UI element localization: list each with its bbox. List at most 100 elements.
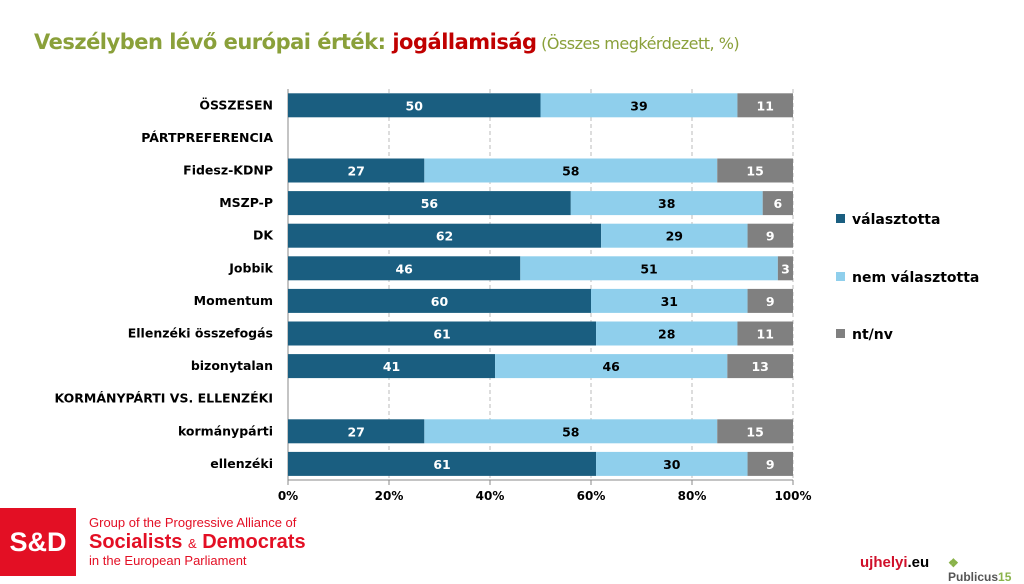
data-label: 9	[766, 229, 775, 244]
data-label: 28	[658, 327, 675, 342]
category-label: KORMÁNYPÁRTI VS. ELLENZÉKI	[55, 391, 273, 406]
group-line3: in the European Parliament	[89, 552, 247, 568]
bar-nem-valasztotta	[591, 288, 748, 313]
data-label: 61	[433, 457, 450, 472]
bar-nem-valasztotta	[601, 223, 748, 248]
bar-valasztotta	[288, 354, 496, 379]
legend-label: választotta	[852, 212, 940, 228]
data-label: 58	[562, 424, 579, 439]
bar-valasztotta	[288, 256, 521, 281]
data-label: 56	[421, 196, 439, 211]
data-label: 62	[436, 229, 453, 244]
x-tick-label: 0%	[278, 489, 298, 503]
data-label: 27	[347, 164, 364, 179]
title-subtitle: (Összes megkérdezett, %)	[536, 34, 740, 53]
data-label: 6	[773, 196, 782, 211]
bar-nt-nv	[717, 158, 793, 183]
bar-valasztotta	[288, 288, 591, 313]
data-label: 11	[757, 98, 774, 113]
bar-nem-valasztotta	[570, 191, 763, 216]
category-label: Fidesz-KDNP	[183, 163, 273, 178]
publicus-diamond-icon: ❖	[948, 556, 959, 570]
data-label: 15	[746, 164, 763, 179]
data-label: 15	[746, 424, 763, 439]
publicus-text: Publicus	[948, 570, 999, 584]
bar-valasztotta	[288, 93, 541, 118]
sd-group-name: Group of the Progressive Alliance of Soc…	[89, 515, 306, 569]
data-label: 39	[630, 98, 647, 113]
data-label: 41	[383, 359, 400, 374]
bar-nt-nv	[747, 288, 793, 313]
bar-valasztotta	[288, 158, 425, 183]
bar-nt-nv	[777, 256, 793, 281]
bar-valasztotta	[288, 451, 597, 476]
ujhelyi-logo: ujhelyi.eu	[860, 554, 929, 571]
bar-nem-valasztotta	[596, 451, 748, 476]
bar-valasztotta	[288, 419, 425, 444]
bar-nt-nv	[747, 223, 793, 248]
bar-nem-valasztotta	[495, 354, 728, 379]
x-tick-label: 20%	[375, 489, 404, 503]
bar-nem-valasztotta	[596, 321, 738, 346]
category-label: Jobbik	[228, 260, 273, 275]
title-main: Veszélyben lévő európai érték:	[34, 30, 393, 54]
bar-valasztotta	[288, 191, 571, 216]
ujhelyi-tld: .eu	[907, 554, 930, 571]
ujhelyi-text: ujhelyi	[860, 554, 908, 571]
category-label: DK	[253, 228, 274, 243]
title-topic: jogállamiság	[392, 30, 537, 54]
category-label: Momentum	[194, 293, 273, 308]
bar-nem-valasztotta	[540, 93, 738, 118]
data-label: 61	[433, 327, 450, 342]
bar-nem-valasztotta	[424, 419, 718, 444]
data-label: 46	[602, 359, 620, 374]
legend-label: nt/nv	[852, 327, 893, 343]
legend-swatch	[836, 214, 845, 223]
x-tick-label: 40%	[476, 489, 505, 503]
data-label: 3	[781, 261, 790, 276]
data-label: 30	[663, 457, 681, 472]
bar-nt-nv	[737, 93, 793, 118]
data-label: 60	[431, 294, 449, 309]
category-label: bizonytalan	[191, 358, 273, 373]
data-label: 9	[766, 457, 775, 472]
category-label: ÖSSZESEN	[199, 97, 273, 112]
group-line1: Group of the Progressive Alliance of	[89, 515, 297, 530]
bar-valasztotta	[288, 321, 597, 346]
data-label: 29	[666, 229, 683, 244]
publicus-logo: ❖ Publicus15	[948, 556, 1024, 584]
bar-nt-nv	[737, 321, 793, 346]
category-label: kormánypárti	[178, 423, 273, 438]
category-label: PÁRTPREFERENCIA	[141, 130, 273, 145]
data-label: 38	[658, 196, 675, 211]
x-tick-label: 80%	[678, 489, 707, 503]
bar-nt-nv	[747, 451, 793, 476]
data-label: 9	[766, 294, 775, 309]
bar-nem-valasztotta	[520, 256, 778, 281]
legend-swatch	[836, 329, 845, 338]
data-label: 51	[640, 261, 657, 276]
publicus-num: 15	[998, 570, 1012, 584]
bar-nt-nv	[762, 191, 793, 216]
x-tick-label: 60%	[577, 489, 606, 503]
legend-swatch	[836, 272, 845, 281]
bar-nt-nv	[717, 419, 793, 444]
legend-label: nem választotta	[852, 270, 979, 286]
sd-logo: S&D	[0, 508, 76, 576]
category-label: MSZP-P	[219, 195, 273, 210]
category-label: Ellenzéki összefogás	[128, 326, 273, 341]
bar-valasztotta	[288, 223, 602, 248]
group-line2: Socialists & Democrats	[89, 531, 306, 554]
group-democrats: Democrats	[202, 530, 306, 553]
x-tick-label: 100%	[774, 489, 811, 503]
data-label: 50	[406, 98, 424, 113]
bar-nem-valasztotta	[424, 158, 718, 183]
group-amp: &	[187, 535, 197, 551]
chart-title: Veszélyben lévő európai érték: jogállami…	[34, 30, 740, 54]
data-label: 46	[395, 261, 413, 276]
data-label: 31	[661, 294, 678, 309]
data-label: 58	[562, 164, 579, 179]
data-label: 27	[347, 424, 364, 439]
category-label: ellenzéki	[210, 456, 273, 471]
